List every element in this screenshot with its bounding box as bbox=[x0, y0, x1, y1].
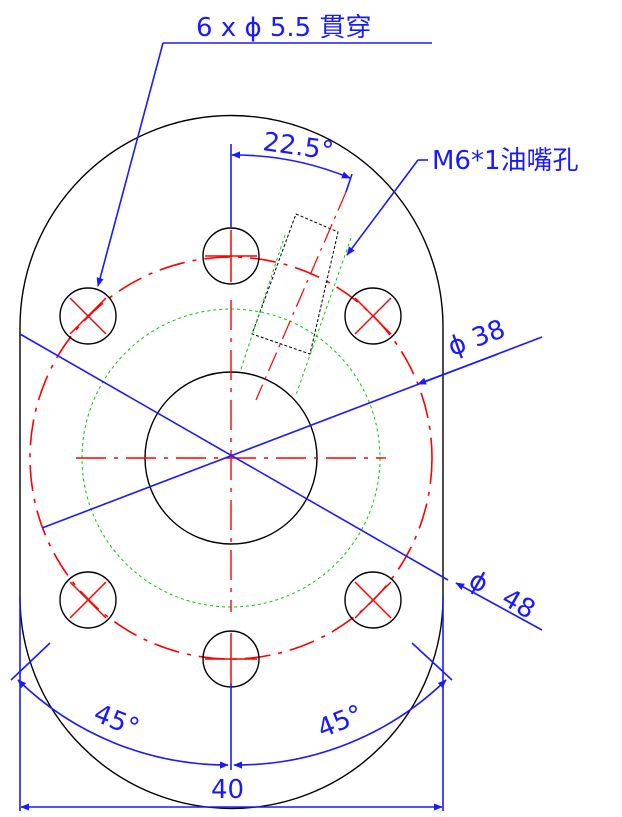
oil-hole-label: M6*1油嘴孔 bbox=[432, 146, 579, 176]
oil-hole bbox=[239, 191, 352, 401]
bolt-circle bbox=[29, 256, 433, 660]
dimension-lines bbox=[10, 42, 543, 811]
bolt-hole-upper-right bbox=[344, 287, 402, 345]
width-label: 40 bbox=[211, 775, 244, 805]
holes-label: 6 x ϕ 5.5 貫穿 bbox=[196, 13, 372, 43]
bolt-hole-marks bbox=[69, 230, 392, 685]
angle-top-label: 22.5° bbox=[261, 127, 335, 167]
dia-48-symbol: ϕ bbox=[464, 565, 494, 600]
bolt-hole-lower-right bbox=[344, 571, 402, 629]
bolt-hole-lower-left bbox=[59, 571, 117, 629]
bolt-hole-upper-left bbox=[59, 287, 117, 345]
angle-left-label: 45° bbox=[89, 699, 143, 744]
angle-right-label: 45° bbox=[313, 699, 367, 744]
dia-48-label: 48 bbox=[497, 583, 541, 626]
dia-38-label: ϕ 38 bbox=[444, 314, 509, 362]
